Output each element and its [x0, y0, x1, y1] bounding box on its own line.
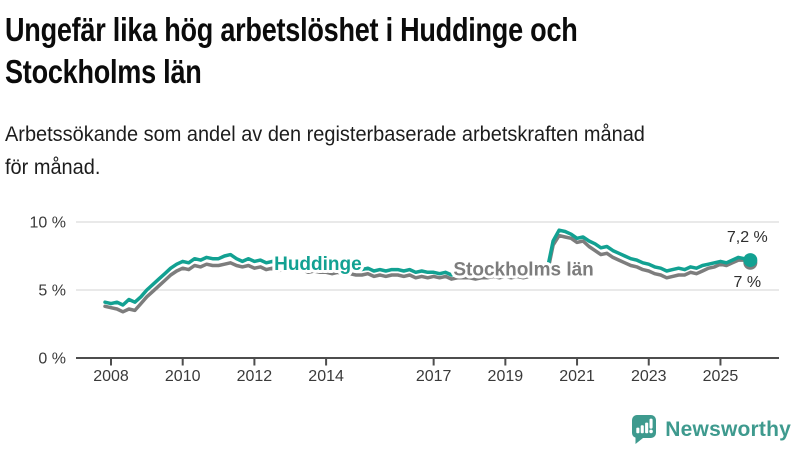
subtitle-line-2: för månad.: [5, 155, 101, 179]
line-series-huddinge: [103, 228, 753, 307]
y-axis-tick-label: 0 %: [38, 351, 66, 368]
x-axis-tick-label: 2008: [93, 368, 129, 385]
y-axis-tick-label: 5 %: [38, 283, 66, 300]
series-end-value-label: 7 %: [734, 274, 762, 291]
subtitle-line-1: Arbetssökande som andel av den registerb…: [5, 123, 645, 146]
x-axis-tick-label: 2019: [488, 368, 524, 385]
series-end-dot: [743, 253, 758, 268]
newsworthy-bar-chart-exclamation-icon: [632, 415, 657, 444]
newsworthy-logo[interactable]: Newsworthy: [630, 414, 791, 445]
page-title: Ungefär lika hög arbetslöshet i Huddinge…: [5, 9, 578, 93]
x-axis-tick-label: 2014: [308, 368, 344, 385]
series-end-value-label: 7,2 %: [727, 229, 768, 246]
x-axis-tick-label: 2025: [703, 368, 739, 385]
x-axis-tick-label: 2010: [165, 368, 201, 385]
x-axis-tick-label: 2012: [237, 368, 273, 385]
chart-subtitle: Arbetssökande som andel av den registerb…: [5, 119, 645, 184]
newsworthy-wordmark: Newsworthy: [665, 417, 791, 441]
x-axis-tick-label: 2023: [631, 368, 667, 385]
series-label: Huddinge: [274, 254, 362, 275]
x-axis-tick-label: 2021: [559, 368, 595, 385]
title-line-1: Ungefär lika hög arbetslöshet i Huddinge…: [5, 11, 578, 48]
series-label: Stockholms län: [453, 259, 593, 280]
title-line-2: Stockholms län: [5, 53, 202, 91]
line-series-stockholms-lan: [103, 233, 753, 314]
y-axis-tick-label: 10 %: [30, 215, 66, 232]
x-axis-tick-label: 2017: [416, 368, 452, 385]
